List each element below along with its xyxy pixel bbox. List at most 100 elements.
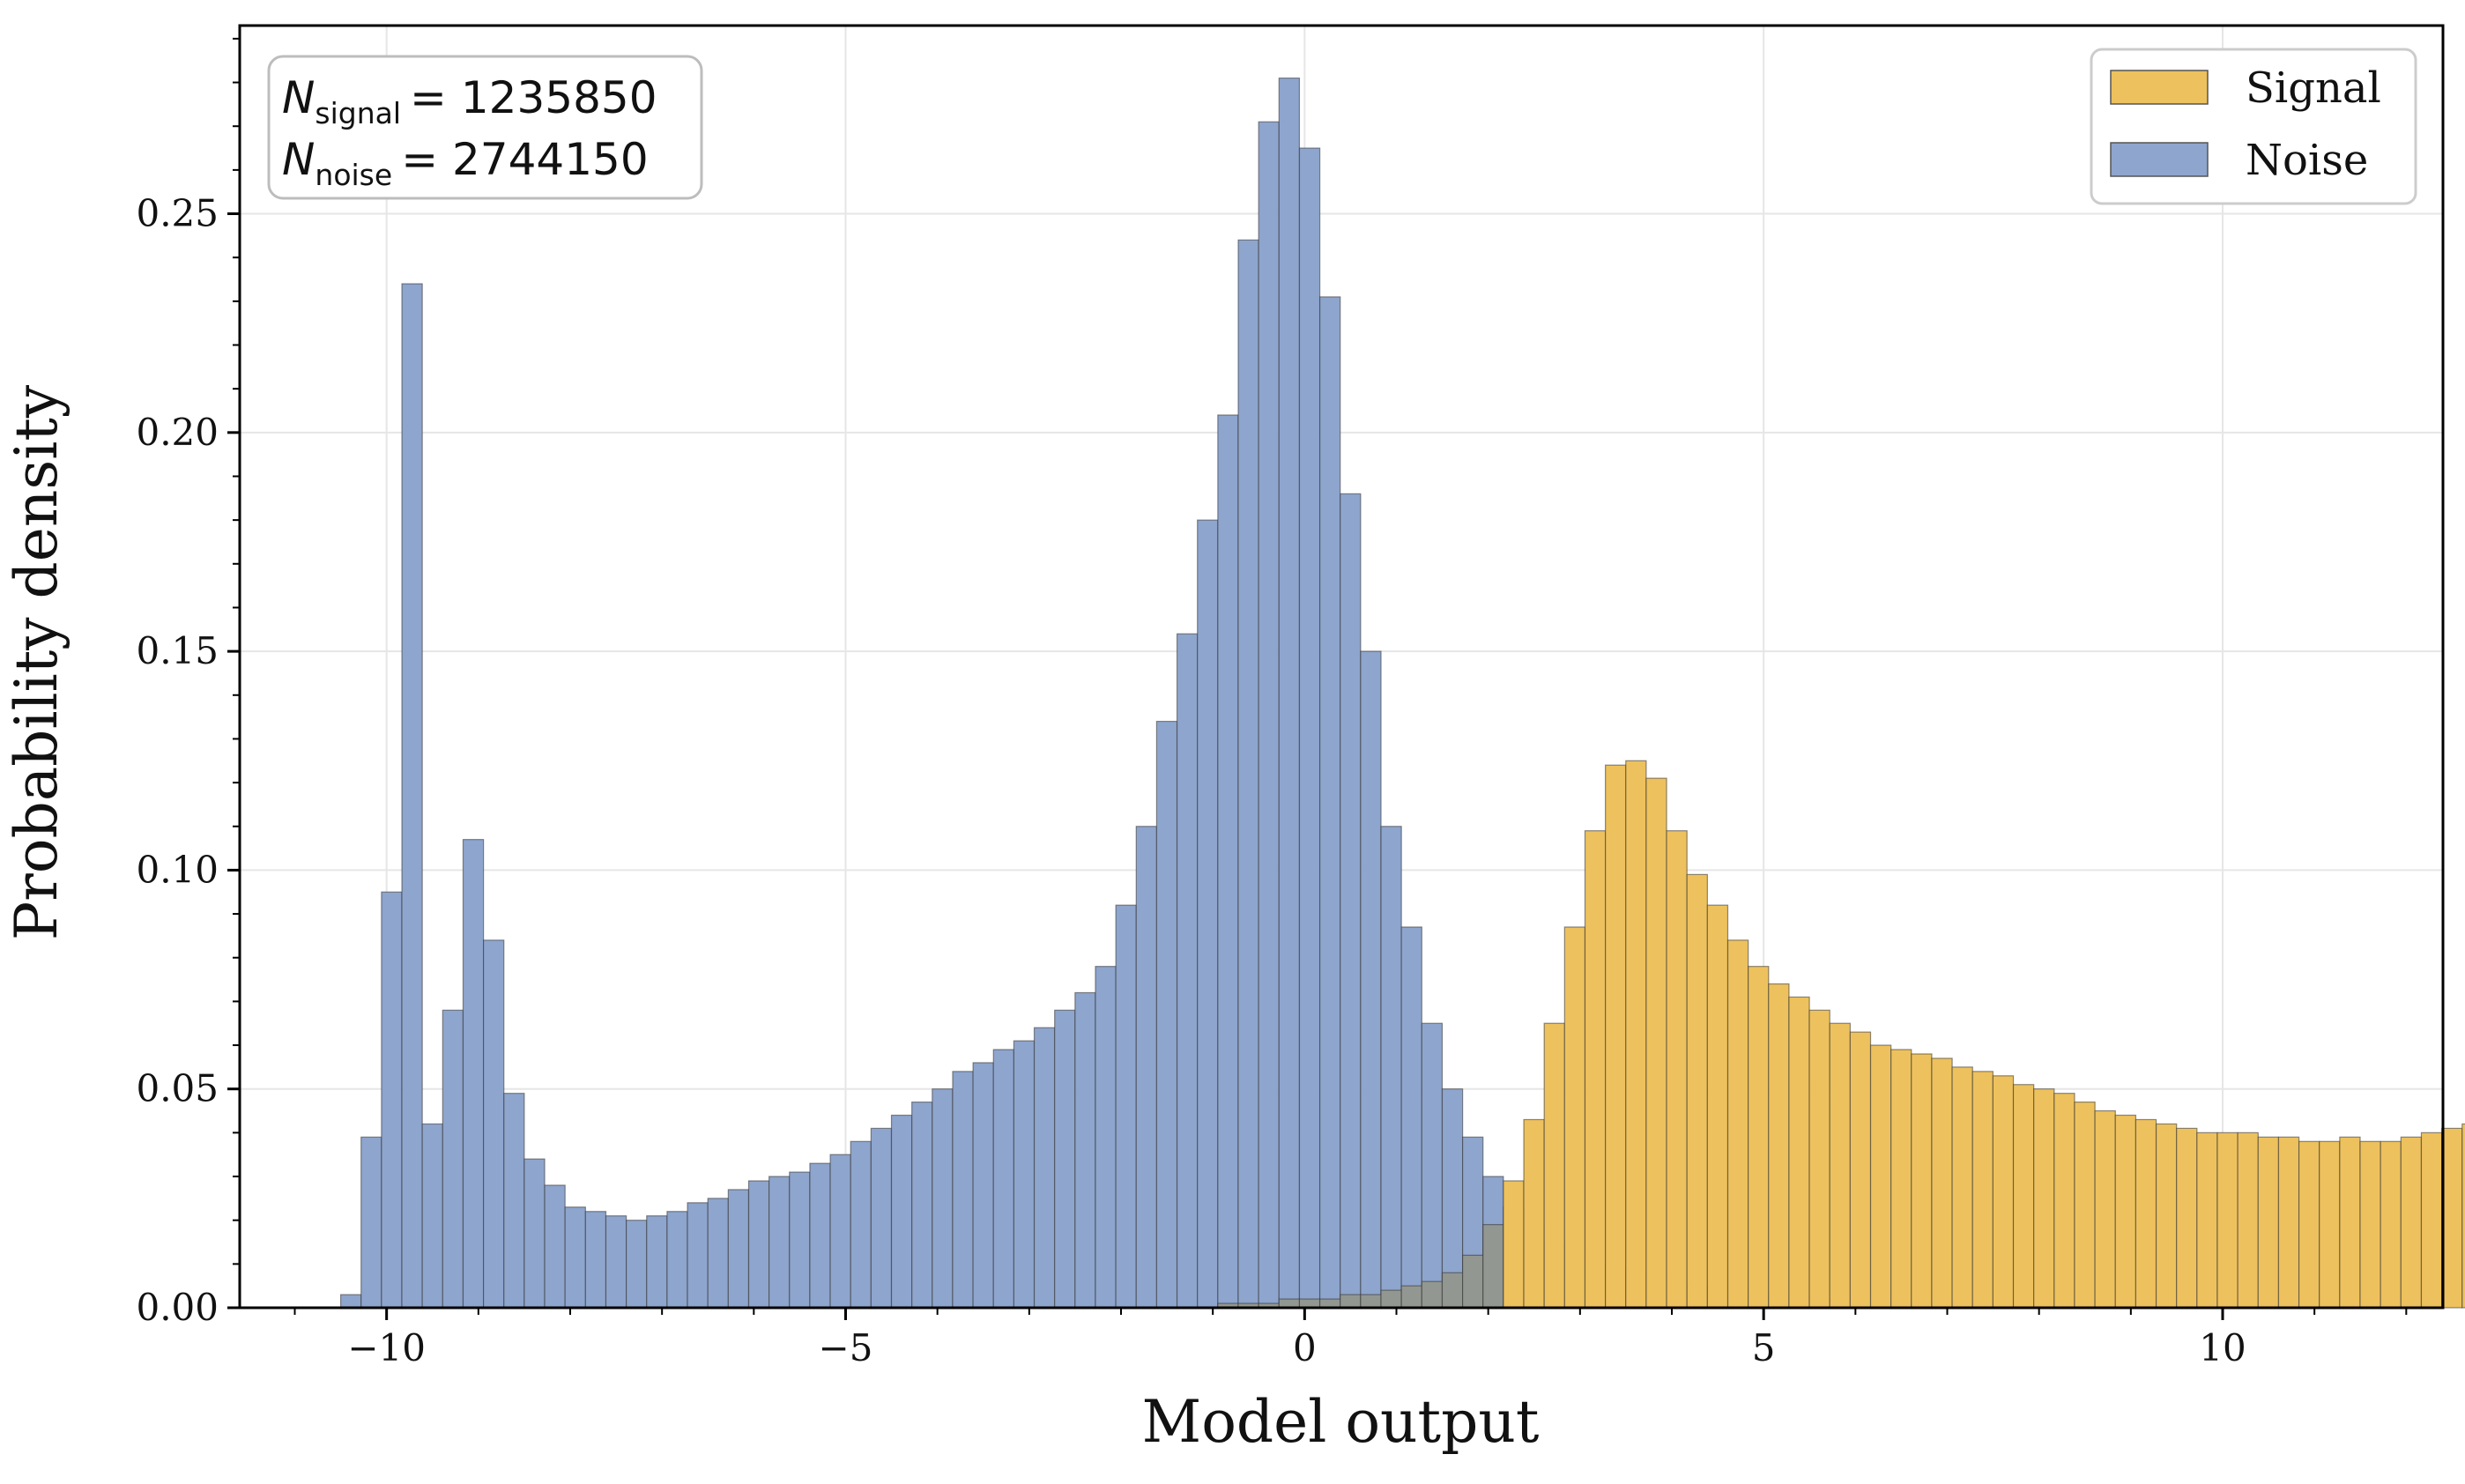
signal-bar [1563, 926, 1586, 1309]
signal-bar [1645, 777, 1667, 1309]
x-tick-label: 10 [2199, 1326, 2246, 1369]
overlap-bar [1340, 1294, 1362, 1309]
noise-bar [1400, 926, 1422, 1309]
y-tick-label: 0.20 [136, 411, 219, 454]
noise-bar [1360, 650, 1382, 1309]
noise-bar [1197, 519, 1219, 1309]
signal-bar [1829, 1022, 1851, 1309]
y-tick-label: 0.25 [136, 192, 219, 235]
noise-bar [605, 1215, 627, 1309]
stats-annotation: Nsignal = 1235850 Nnoise = 2744150 [267, 55, 703, 200]
signal-series-bars [1503, 760, 2465, 1309]
signal-bar [2380, 1140, 2402, 1309]
signal-bar [1951, 1066, 1973, 1309]
x-axis-title: Model output [1142, 1388, 1540, 1456]
signal-bar [2420, 1132, 2443, 1309]
noise-bar [1176, 633, 1199, 1309]
overlap-bar [1441, 1272, 1464, 1309]
y-tick-label: 0.15 [136, 629, 219, 672]
signal-bar [1686, 873, 1708, 1309]
y-tick-label: 0.05 [136, 1067, 219, 1110]
noise-bar [442, 1009, 464, 1309]
signal-bar [1768, 983, 1790, 1309]
y-axis-title: Probability density [3, 384, 71, 940]
x-tick-label: −10 [347, 1326, 426, 1369]
noise-bar [1095, 966, 1117, 1309]
noise-bar [339, 1294, 362, 1309]
overlap-bar [1421, 1280, 1444, 1309]
noise-bar [992, 1049, 1014, 1309]
signal-bar [2216, 1132, 2239, 1309]
signal-bar [2237, 1132, 2259, 1309]
noise-bar [1135, 826, 1158, 1309]
signal-bar [2441, 1127, 2463, 1309]
overlap-bar [1360, 1294, 1382, 1309]
signal-bar [2298, 1140, 2320, 1309]
x-tick-label: 5 [1752, 1326, 1776, 1369]
noise-bar [1278, 77, 1301, 1309]
signal-bar [1503, 1180, 1525, 1309]
noise-bar [747, 1180, 770, 1309]
signal-bar [1666, 830, 1688, 1309]
signal-bar [2012, 1084, 2035, 1309]
noise-bar [1013, 1040, 1036, 1309]
x-tick-label: 0 [1293, 1326, 1317, 1369]
signal-bar [1523, 1118, 1545, 1309]
noise-bar [932, 1088, 954, 1309]
legend: Signal Noise [2090, 48, 2417, 205]
noise-bar [1258, 121, 1280, 1309]
x-tick-label: −5 [819, 1326, 873, 1369]
signal-bar [2033, 1088, 2055, 1309]
noise-bar [1033, 1027, 1056, 1309]
noise-bar [462, 839, 485, 1309]
signal-bar [1971, 1071, 1994, 1309]
noise-bar [911, 1102, 933, 1309]
signal-bar [1869, 1044, 1892, 1309]
signal-bar [2461, 1123, 2465, 1309]
noise-bar [890, 1114, 913, 1309]
signal-bar [1748, 966, 1770, 1309]
signal-bar [2359, 1140, 2381, 1309]
signal-bar [2400, 1136, 2423, 1309]
overlap-bar [1400, 1285, 1422, 1309]
signal-bar [1625, 760, 1647, 1309]
noise-bar [666, 1211, 688, 1309]
signal-bar [2053, 1093, 2075, 1309]
noise-bar [1380, 826, 1402, 1309]
signal-bar [2135, 1118, 2157, 1309]
signal-bar [1808, 1009, 1830, 1309]
tick-marks: −10 −5 0 5 10 0.00 0.05 0.10 0.15 0.20 0.25 [136, 37, 2408, 1369]
noise-bar [850, 1140, 872, 1309]
noise-bar [809, 1162, 831, 1309]
noise-bar [1421, 1022, 1444, 1309]
signal-bar [2094, 1109, 2116, 1309]
signal-bar [1849, 1031, 1872, 1309]
signal-bar [1584, 830, 1607, 1309]
y-tick-label: 0.00 [136, 1286, 219, 1329]
signal-bar [1543, 1022, 1565, 1309]
signal-bar [1890, 1049, 1912, 1309]
noise-bar [952, 1071, 974, 1309]
noise-bar [360, 1136, 382, 1309]
signal-bar [2277, 1136, 2300, 1309]
noise-bar [687, 1202, 709, 1309]
noise-bar [646, 1215, 668, 1309]
noise-bar [1054, 1009, 1076, 1309]
noise-bar [829, 1154, 851, 1309]
noise-bar [381, 891, 403, 1309]
noise-bar [1155, 720, 1178, 1309]
noise-bar [483, 939, 505, 1309]
signal-bar [1788, 996, 1810, 1309]
noise-bar [768, 1176, 791, 1309]
stats-box [267, 55, 703, 200]
signal-bar [2319, 1140, 2341, 1309]
signal-bar [2176, 1127, 2198, 1309]
legend-label-signal: Signal [2246, 63, 2381, 113]
overlap-bar [1380, 1289, 1402, 1309]
noise-bar [1237, 239, 1259, 1309]
noise-bar [421, 1123, 443, 1309]
signal-bar [2155, 1123, 2178, 1309]
noise-bar [1298, 147, 1321, 1309]
signal-bar [2196, 1132, 2218, 1309]
